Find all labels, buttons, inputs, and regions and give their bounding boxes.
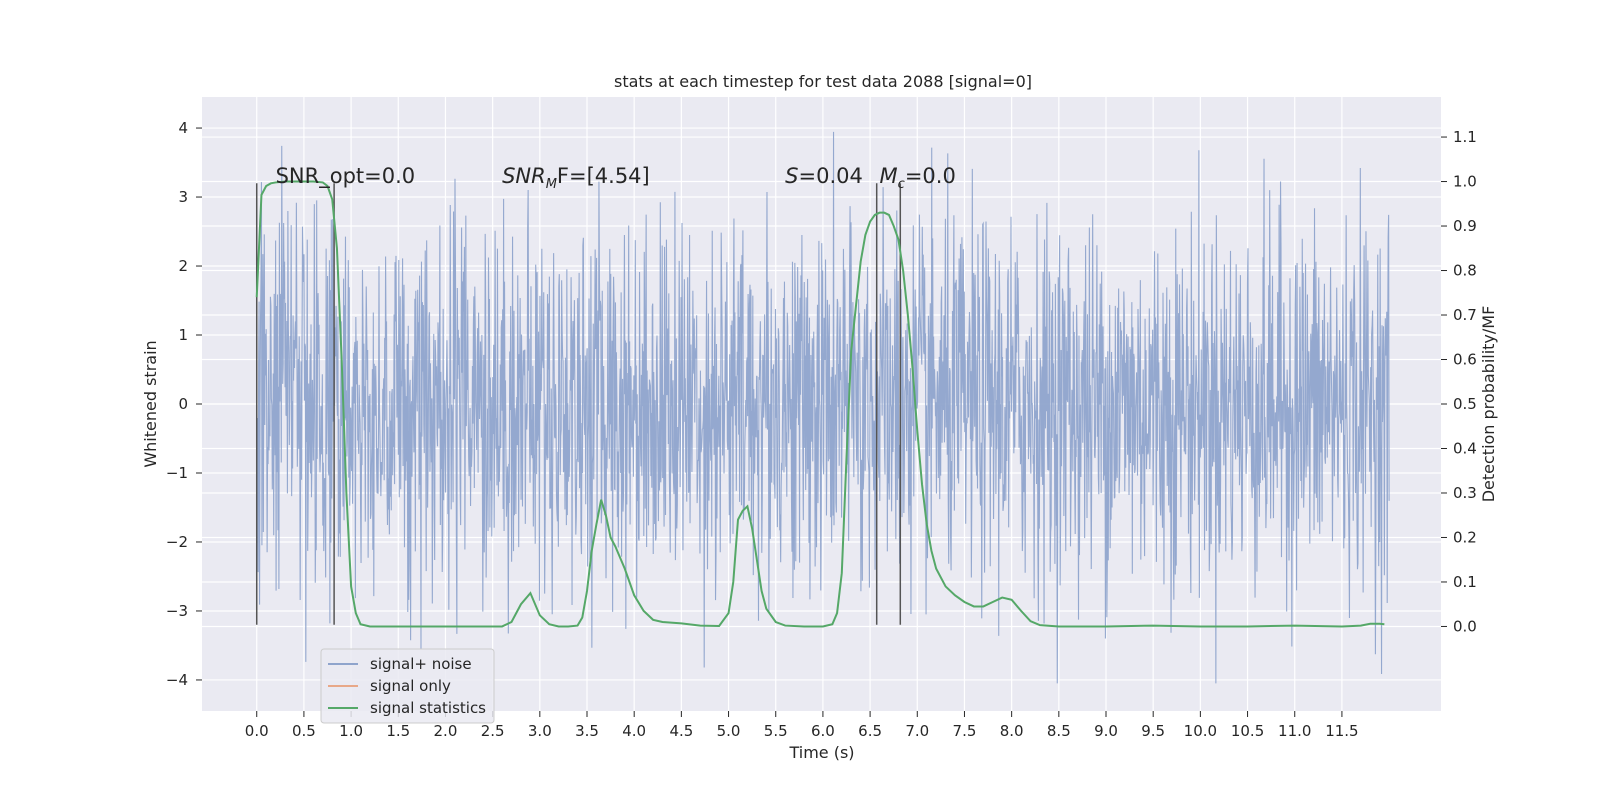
x-axis-title: Time (s) [788,743,854,762]
y-right-tick-label-4: 0.7 [1453,306,1477,324]
y-right-tick-label-6: 0.5 [1453,395,1477,413]
y-right-tick-label-5: 0.6 [1453,351,1477,369]
x-tick-label-11: 5.5 [764,722,788,740]
x-tick-label-19: 9.5 [1141,722,1165,740]
x-tick-label-8: 4.0 [622,722,646,740]
annotation-snr-opt: SNR_opt=0.0 [276,164,416,189]
x-tick-label-5: 2.5 [481,722,505,740]
y-left-tick-label-4: 0 [178,395,188,413]
x-tick-label-21: 10.5 [1231,722,1264,740]
x-tick-label-1: 0.5 [292,722,316,740]
x-tick-label-22: 11.0 [1278,722,1311,740]
x-tick-label-18: 9.0 [1094,722,1118,740]
legend-frame [320,648,495,724]
y-right-axis-title: Detection probability/MF [1479,306,1498,503]
x-tick-label-9: 4.5 [669,722,693,740]
x-tick-label-14: 7.0 [905,722,929,740]
x-tick-label-23: 11.5 [1325,722,1358,740]
y-right-tick-label-0: 1.1 [1453,128,1477,146]
legend-label-1: signal only [370,677,451,695]
y-left-tick-label-7: −3 [166,602,188,620]
signal-statistics-series [255,180,1385,628]
x-tick-label-16: 8.0 [1000,722,1024,740]
y-left-tick-label-8: −4 [166,671,188,689]
y-left-tick-label-5: −1 [166,464,188,482]
y-left-tick-label-2: 2 [178,257,188,275]
legend: signal+ noise signal only signal statistic… [320,648,495,724]
x-axis-ticks: 0.0 0.5 1.0 1.5 2.0 2.5 3.0 3.5 4.0 4.5 5.0 5.5 6.0 6… [245,711,1359,740]
y-right-tick-label-10: 0.1 [1453,573,1477,591]
x-tick-label-17: 8.5 [1047,722,1071,740]
y-right-tick-label-7: 0.4 [1453,439,1477,457]
y-right-tick-label-2: 0.9 [1453,217,1477,235]
x-tick-label-13: 6.5 [858,722,882,740]
signal-statistics-line [255,180,1385,628]
x-tick-label-20: 10.0 [1184,722,1217,740]
y-left-tick-label-6: −2 [166,533,188,551]
y-right-tick-label-8: 0.3 [1453,484,1477,502]
y-right-axis-ticks: 1.1 1.0 0.9 0.8 0.7 0.6 0.5 0.4 0.3 0.2 0.1 0.0 [1441,128,1477,635]
annotation-mc-value: Mc=0.0 [880,164,956,192]
x-tick-label-7: 3.5 [575,722,599,740]
y-right-tick-label-9: 0.2 [1453,528,1477,546]
y-left-tick-label-0: 4 [178,119,188,137]
annotations: SNR_opt=0.0 SNRMF=[4.54] S=0.04 Mc=0.0 [276,164,956,192]
legend-label-0: signal+ noise [370,655,472,673]
y-right-tick-label-1: 1.0 [1453,173,1477,191]
x-tick-label-6: 3.0 [528,722,552,740]
x-tick-label-10: 5.0 [717,722,741,740]
signal-plus-noise-series [256,131,1390,684]
y-left-tick-label-1: 3 [178,188,188,206]
legend-label-2: signal statistics [370,699,486,717]
y-left-tick-label-3: 1 [178,326,188,344]
signal-plus-noise-line [256,131,1390,684]
annotation-s-value: S=0.04 [785,164,863,188]
y-right-tick-label-11: 0.0 [1453,617,1477,635]
annotation-snr-mf: SNRMF=[4.54] [502,164,650,192]
x-tick-label-0: 0.0 [245,722,269,740]
x-tick-label-2: 1.0 [339,722,363,740]
x-tick-label-15: 7.5 [953,722,977,740]
y-right-tick-label-3: 0.8 [1453,262,1477,280]
x-tick-label-12: 6.0 [811,722,835,740]
x-tick-label-4: 2.0 [434,722,458,740]
x-tick-label-3: 1.5 [386,722,410,740]
y-left-axis-ticks: 4 3 2 1 0 −1 −2 −3 −4 [166,119,202,689]
chart-title: stats at each timestep for test data 208… [614,72,1032,91]
y-left-axis-title: Whitened strain [141,340,160,467]
